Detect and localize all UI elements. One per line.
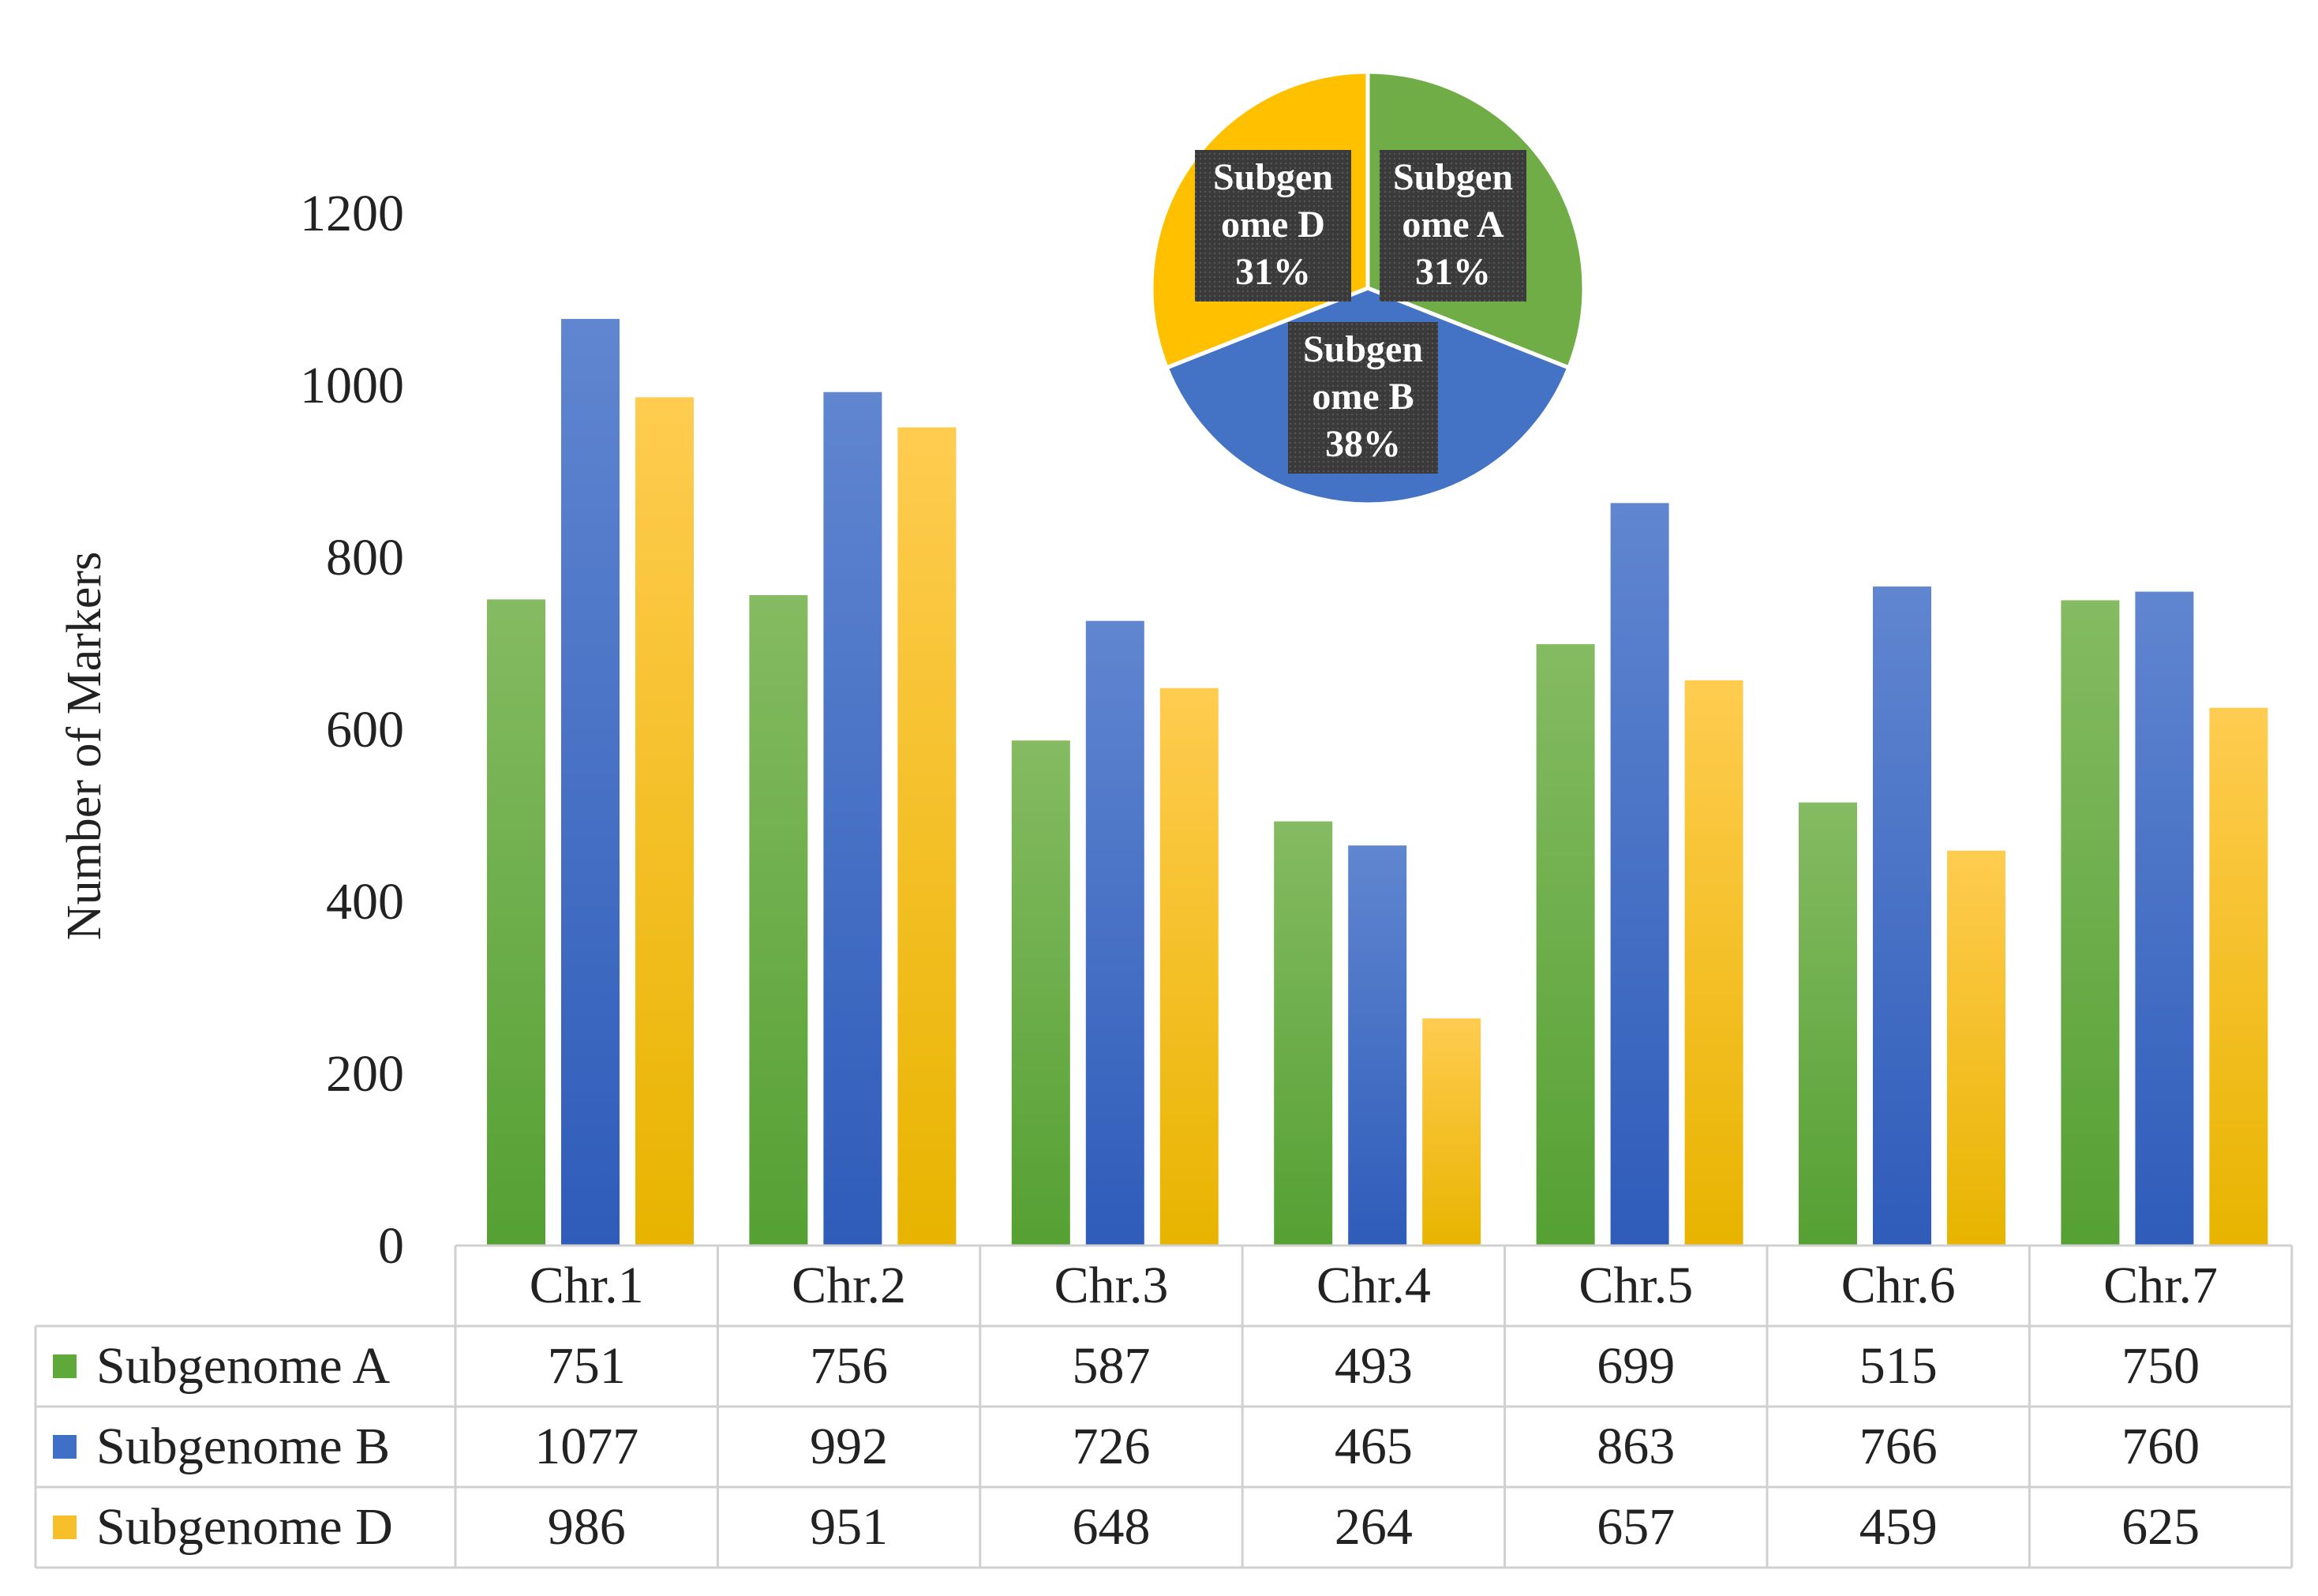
table-cell: 264 — [1335, 1498, 1413, 1556]
pie-label-text: ome D — [1221, 204, 1325, 245]
legend-label: Subgenome D — [96, 1498, 393, 1556]
bar-subgenome-a-chr5 — [1536, 644, 1595, 1246]
table-cell: 1077 — [534, 1418, 638, 1475]
pie-label-text: 31% — [1235, 251, 1311, 293]
bar-subgenome-b-chr6 — [1873, 586, 1931, 1246]
bar-subgenome-a-chr4 — [1274, 821, 1333, 1246]
table-cell: 515 — [1859, 1337, 1938, 1395]
table-cell: 766 — [1859, 1418, 1938, 1475]
table-cell: 986 — [548, 1498, 626, 1556]
table-cell: 648 — [1073, 1498, 1151, 1556]
bar-subgenome-d-chr5 — [1684, 680, 1743, 1246]
bar-subgenome-d-chr7 — [2209, 707, 2268, 1246]
bar-subgenome-b-chr3 — [1085, 620, 1144, 1246]
bar-series — [487, 319, 2268, 1246]
pie-label-text: ome A — [1402, 204, 1504, 245]
category-label: Chr.6 — [1841, 1257, 1956, 1314]
table-cell: 726 — [1073, 1418, 1151, 1475]
table-cell: 751 — [548, 1337, 626, 1395]
data-table: Chr.1 Chr.2 Chr.3 Chr.4 Chr.5 Chr.6 Chr.7 Subge… — [34, 1244, 2294, 1569]
bar-subgenome-a-chr6 — [1799, 802, 1857, 1246]
legend-swatch — [53, 1435, 77, 1459]
table-cell: 750 — [2121, 1337, 2200, 1395]
pie-label-text: 38% — [1325, 423, 1401, 465]
bar-subgenome-d-chr2 — [897, 427, 957, 1246]
bar-subgenome-a-chr2 — [749, 594, 808, 1246]
table-cell: 459 — [1859, 1498, 1938, 1556]
table-cell: 699 — [1597, 1337, 1675, 1395]
category-label: Chr.4 — [1316, 1257, 1431, 1314]
table-cell: 992 — [810, 1418, 888, 1475]
table-cell: 587 — [1073, 1337, 1151, 1395]
table-cell: 465 — [1335, 1418, 1413, 1475]
category-label: Chr.2 — [792, 1257, 906, 1314]
y-tick-label: 800 — [326, 529, 404, 586]
legend-swatch — [53, 1515, 77, 1539]
bar-subgenome-a-chr7 — [2061, 600, 2120, 1246]
category-label: Chr.3 — [1054, 1257, 1169, 1314]
table-cell: 493 — [1335, 1337, 1413, 1395]
category-label: Chr.7 — [2103, 1257, 2218, 1314]
category-label: Chr.5 — [1578, 1257, 1693, 1314]
pie-label-text: Subgen — [1303, 328, 1423, 370]
table-cell: 760 — [2121, 1418, 2200, 1475]
y-tick-label: 0 — [378, 1217, 404, 1275]
pie-label-text: ome B — [1312, 376, 1414, 418]
y-axis-label: Number of Markers — [58, 552, 111, 940]
pie-label-text: 31% — [1415, 251, 1491, 293]
y-tick-label: 200 — [326, 1045, 404, 1103]
y-axis-ticks: 0 200 400 600 800 1000 1200 — [300, 185, 404, 1275]
bar-subgenome-a-chr3 — [1011, 740, 1070, 1246]
category-label: Chr.1 — [530, 1257, 644, 1314]
bar-subgenome-b-chr2 — [823, 392, 882, 1246]
bar-subgenome-d-chr4 — [1422, 1018, 1481, 1246]
pie-label-box — [1195, 150, 1351, 302]
pie-label-text: Subgen — [1393, 156, 1513, 198]
y-tick-label: 600 — [326, 701, 404, 759]
pie-chart: Subgen ome A 31% Subgen ome B 38% Subgen ome D 3… — [1149, 69, 1586, 507]
bar-subgenome-b-chr4 — [1348, 845, 1407, 1246]
pie-label-box — [1288, 322, 1438, 474]
pie-label-text: Subgen — [1213, 156, 1333, 198]
bar-subgenome-b-chr1 — [561, 319, 620, 1246]
bar-subgenome-d-chr3 — [1159, 687, 1219, 1246]
table-cell: 863 — [1597, 1418, 1675, 1475]
legend-label: Subgenome B — [96, 1418, 390, 1475]
table-cell: 756 — [810, 1337, 888, 1395]
table-cell: 657 — [1597, 1498, 1675, 1556]
y-tick-label: 1000 — [300, 357, 404, 414]
table-cell: 951 — [810, 1498, 888, 1556]
legend-swatch — [53, 1354, 77, 1378]
bar-subgenome-d-chr1 — [635, 397, 694, 1246]
legend-label: Subgenome A — [96, 1337, 390, 1395]
y-tick-label: 400 — [326, 873, 404, 931]
table-cell: 625 — [2121, 1498, 2200, 1556]
bar-subgenome-a-chr1 — [487, 599, 545, 1246]
bar-subgenome-b-chr7 — [2135, 591, 2194, 1246]
bar-subgenome-b-chr5 — [1610, 503, 1669, 1246]
bar-subgenome-d-chr6 — [1947, 850, 2005, 1246]
pie-label-box — [1380, 150, 1526, 302]
y-tick-label: 1200 — [300, 185, 404, 242]
